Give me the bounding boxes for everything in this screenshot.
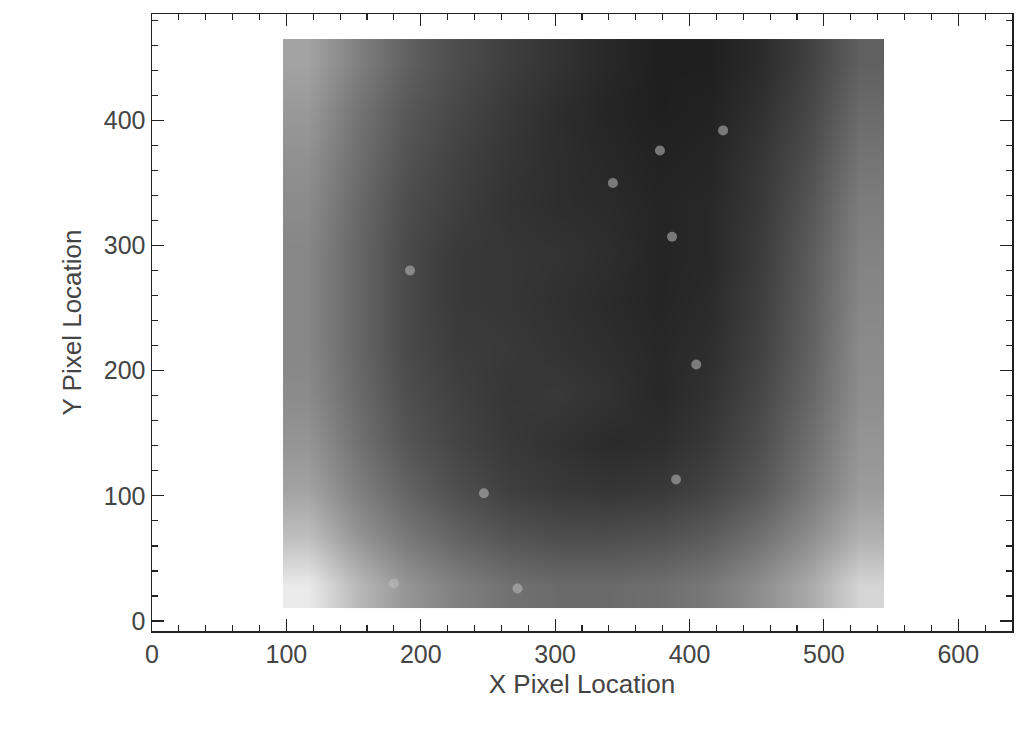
svg-text:Y Pixel Location: Y Pixel Location xyxy=(57,230,87,416)
svg-text:100: 100 xyxy=(266,640,308,668)
svg-text:300: 300 xyxy=(104,231,146,259)
svg-text:500: 500 xyxy=(803,640,845,668)
svg-text:200: 200 xyxy=(104,356,146,384)
svg-text:200: 200 xyxy=(400,640,442,668)
svg-text:400: 400 xyxy=(104,106,146,134)
svg-text:100: 100 xyxy=(104,482,146,510)
svg-text:0: 0 xyxy=(145,640,159,668)
svg-text:400: 400 xyxy=(669,640,711,668)
svg-text:X Pixel Location: X Pixel Location xyxy=(489,669,675,699)
svg-text:0: 0 xyxy=(132,607,146,635)
svg-text:300: 300 xyxy=(534,640,576,668)
svg-text:600: 600 xyxy=(937,640,979,668)
